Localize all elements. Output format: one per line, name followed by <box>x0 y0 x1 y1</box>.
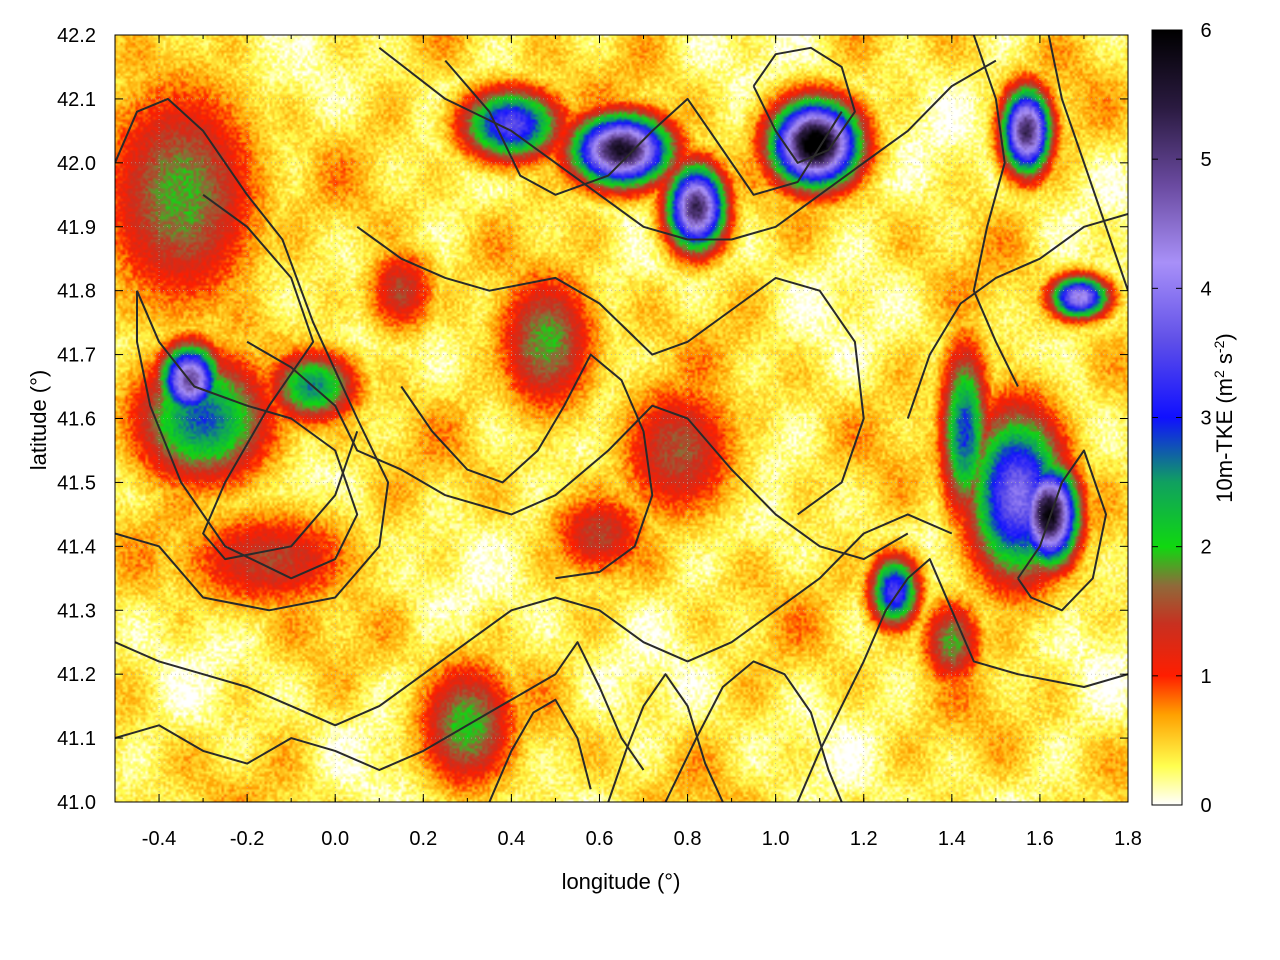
x-tick-label: 0.4 <box>497 828 525 850</box>
y-tick-label: 42.0 <box>57 153 96 175</box>
y-tick-label: 42.2 <box>57 25 96 47</box>
colorbar-title-prefix: 10m-TKE (m <box>1212 378 1237 503</box>
contour-line <box>1017 449 1107 612</box>
x-tick-label: 1.2 <box>850 828 878 850</box>
colorbar-tick-label: 4 <box>1200 278 1211 300</box>
y-tick-label: 41.9 <box>57 217 96 239</box>
contour-line <box>378 47 997 241</box>
contour-line <box>488 698 592 802</box>
x-tick-label: 0.6 <box>586 828 614 850</box>
x-tick-label: 0.0 <box>321 828 349 850</box>
colorbar-title-suffix: ) <box>1212 333 1237 340</box>
grid-lines <box>115 35 1128 802</box>
y-tick-label: 41.7 <box>57 345 96 367</box>
colorbar-title-sup1: 2 <box>1211 370 1227 378</box>
contour-line <box>752 46 856 164</box>
contour-line <box>444 59 843 196</box>
contour-line <box>115 97 390 612</box>
colorbar-tick-label: 1 <box>1200 666 1211 688</box>
x-axis-tick-labels: -0.4 -0.2 0.0 0.2 0.4 0.6 0.8 1.0 1.2 1.4 1.6 1.8 <box>142 828 1142 850</box>
colorbar-tick-labels: 0 1 2 3 4 5 6 <box>1200 20 1211 817</box>
contour-line <box>356 225 865 516</box>
x-tick-label: 1.4 <box>938 828 966 850</box>
x-tick-label: 0.8 <box>674 828 702 850</box>
contour-line <box>136 290 359 580</box>
y-tick-label: 41.0 <box>57 792 96 814</box>
contour-line <box>972 35 1019 387</box>
colorbar-tick-label: 5 <box>1200 149 1211 171</box>
contour-line <box>400 353 654 580</box>
contour-line <box>664 660 843 802</box>
x-tick-label: 0.2 <box>409 828 437 850</box>
y-tick-label: 41.1 <box>57 728 96 750</box>
contour-line <box>202 193 359 561</box>
y-tick-label: 41.2 <box>57 664 96 686</box>
heatmap-field <box>115 35 1128 802</box>
colorbar-title-sup2: -2 <box>1211 340 1227 353</box>
x-tick-label: -0.4 <box>142 828 176 850</box>
y-tick-label: 41.6 <box>57 409 96 431</box>
contour-line <box>115 641 645 771</box>
y-tick-label: 41.4 <box>57 536 96 558</box>
colorbar-title: 10m-TKE (m2 s-2) <box>1211 333 1237 502</box>
terrain-contours <box>115 35 1128 802</box>
y-tick-label: 41.3 <box>57 600 96 622</box>
contour-line <box>906 213 1128 419</box>
y-tick-label: 41.5 <box>57 472 96 494</box>
y-tick-label: 42.1 <box>57 89 96 111</box>
contour-line <box>246 340 909 561</box>
contour-line <box>115 513 953 727</box>
x-axis-title: longitude (°) <box>562 869 681 894</box>
x-tick-label: 1.6 <box>1026 828 1054 850</box>
colorbar-tick-label: 2 <box>1200 537 1211 559</box>
contour-line <box>607 673 724 802</box>
colorbar-tick-label: 3 <box>1200 408 1211 430</box>
axis-ticks <box>114 34 1129 803</box>
contour-line <box>1047 35 1128 292</box>
contour-line <box>796 558 1128 802</box>
x-tick-label: -0.2 <box>230 828 264 850</box>
y-axis-tick-labels: 41.0 41.1 41.2 41.3 41.4 41.5 41.6 41.7 41.8 41.9… <box>57 25 96 814</box>
x-tick-label: 1.0 <box>762 828 790 850</box>
colorbar-tick-label: 6 <box>1200 20 1211 42</box>
colorbar-ticks <box>1152 29 1182 806</box>
y-axis-title: latitude (°) <box>26 370 51 471</box>
y-tick-label: 41.8 <box>57 281 96 303</box>
colorbar-tick-label: 0 <box>1200 795 1211 817</box>
colorbar-title-mid: s <box>1212 353 1237 370</box>
x-tick-label: 1.8 <box>1114 828 1142 850</box>
